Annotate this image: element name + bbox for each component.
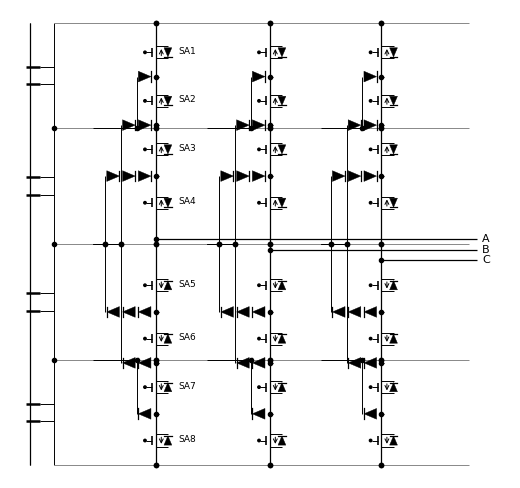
Text: SA1: SA1 [178, 47, 196, 56]
Polygon shape [364, 120, 376, 130]
Text: SA3: SA3 [178, 144, 196, 153]
Polygon shape [278, 334, 286, 343]
Circle shape [369, 337, 372, 340]
Polygon shape [252, 358, 265, 368]
Circle shape [369, 148, 372, 151]
Polygon shape [252, 71, 265, 82]
Text: SA4: SA4 [178, 197, 196, 206]
Polygon shape [164, 383, 172, 392]
Polygon shape [389, 436, 397, 445]
Circle shape [144, 284, 146, 286]
Circle shape [258, 386, 260, 388]
Polygon shape [278, 96, 286, 105]
Polygon shape [252, 408, 265, 419]
Polygon shape [278, 198, 286, 207]
Circle shape [144, 51, 146, 54]
Circle shape [258, 148, 260, 151]
Polygon shape [332, 171, 345, 182]
Circle shape [369, 386, 372, 388]
Circle shape [369, 100, 372, 102]
Polygon shape [123, 171, 135, 182]
Text: SA7: SA7 [178, 382, 196, 390]
Circle shape [144, 202, 146, 204]
Polygon shape [164, 281, 172, 290]
Polygon shape [123, 306, 135, 317]
Polygon shape [138, 408, 151, 419]
Polygon shape [164, 48, 172, 57]
Circle shape [369, 202, 372, 204]
Polygon shape [123, 358, 135, 368]
Polygon shape [252, 306, 265, 317]
Polygon shape [278, 436, 286, 445]
Text: B: B [482, 245, 490, 255]
Polygon shape [164, 334, 172, 343]
Circle shape [258, 284, 260, 286]
Polygon shape [107, 306, 120, 317]
Circle shape [369, 284, 372, 286]
Polygon shape [138, 171, 151, 182]
Polygon shape [389, 96, 397, 105]
Circle shape [258, 439, 260, 442]
Polygon shape [164, 436, 172, 445]
Polygon shape [237, 171, 249, 182]
Polygon shape [364, 358, 376, 368]
Polygon shape [389, 145, 397, 154]
Circle shape [369, 51, 372, 54]
Polygon shape [389, 334, 397, 343]
Polygon shape [389, 383, 397, 392]
Polygon shape [278, 383, 286, 392]
Polygon shape [138, 358, 151, 368]
Polygon shape [278, 281, 286, 290]
Circle shape [258, 51, 260, 54]
Text: SA8: SA8 [178, 435, 196, 444]
Polygon shape [221, 306, 233, 317]
Polygon shape [164, 96, 172, 105]
Polygon shape [364, 306, 376, 317]
Text: SA6: SA6 [178, 333, 196, 342]
Circle shape [258, 100, 260, 102]
Polygon shape [364, 408, 376, 419]
Text: C: C [482, 255, 490, 265]
Polygon shape [389, 198, 397, 207]
Polygon shape [332, 306, 345, 317]
Polygon shape [138, 71, 151, 82]
Polygon shape [123, 120, 135, 130]
Circle shape [369, 439, 372, 442]
Polygon shape [348, 120, 361, 130]
Text: A: A [482, 234, 490, 244]
Polygon shape [252, 171, 265, 182]
Circle shape [144, 439, 146, 442]
Polygon shape [348, 306, 361, 317]
Polygon shape [164, 145, 172, 154]
Circle shape [144, 337, 146, 340]
Polygon shape [138, 120, 151, 130]
Polygon shape [221, 171, 233, 182]
Text: SA5: SA5 [178, 280, 196, 289]
Polygon shape [237, 306, 249, 317]
Circle shape [144, 100, 146, 102]
Polygon shape [138, 306, 151, 317]
Polygon shape [164, 198, 172, 207]
Circle shape [258, 337, 260, 340]
Polygon shape [348, 171, 361, 182]
Polygon shape [389, 281, 397, 290]
Polygon shape [237, 358, 249, 368]
Polygon shape [237, 120, 249, 130]
Circle shape [144, 386, 146, 388]
Polygon shape [278, 145, 286, 154]
Circle shape [144, 148, 146, 151]
Circle shape [258, 202, 260, 204]
Polygon shape [107, 171, 120, 182]
Polygon shape [364, 71, 376, 82]
Polygon shape [389, 48, 397, 57]
Text: SA2: SA2 [178, 95, 196, 104]
Polygon shape [252, 120, 265, 130]
Polygon shape [278, 48, 286, 57]
Polygon shape [364, 171, 376, 182]
Polygon shape [348, 358, 361, 368]
